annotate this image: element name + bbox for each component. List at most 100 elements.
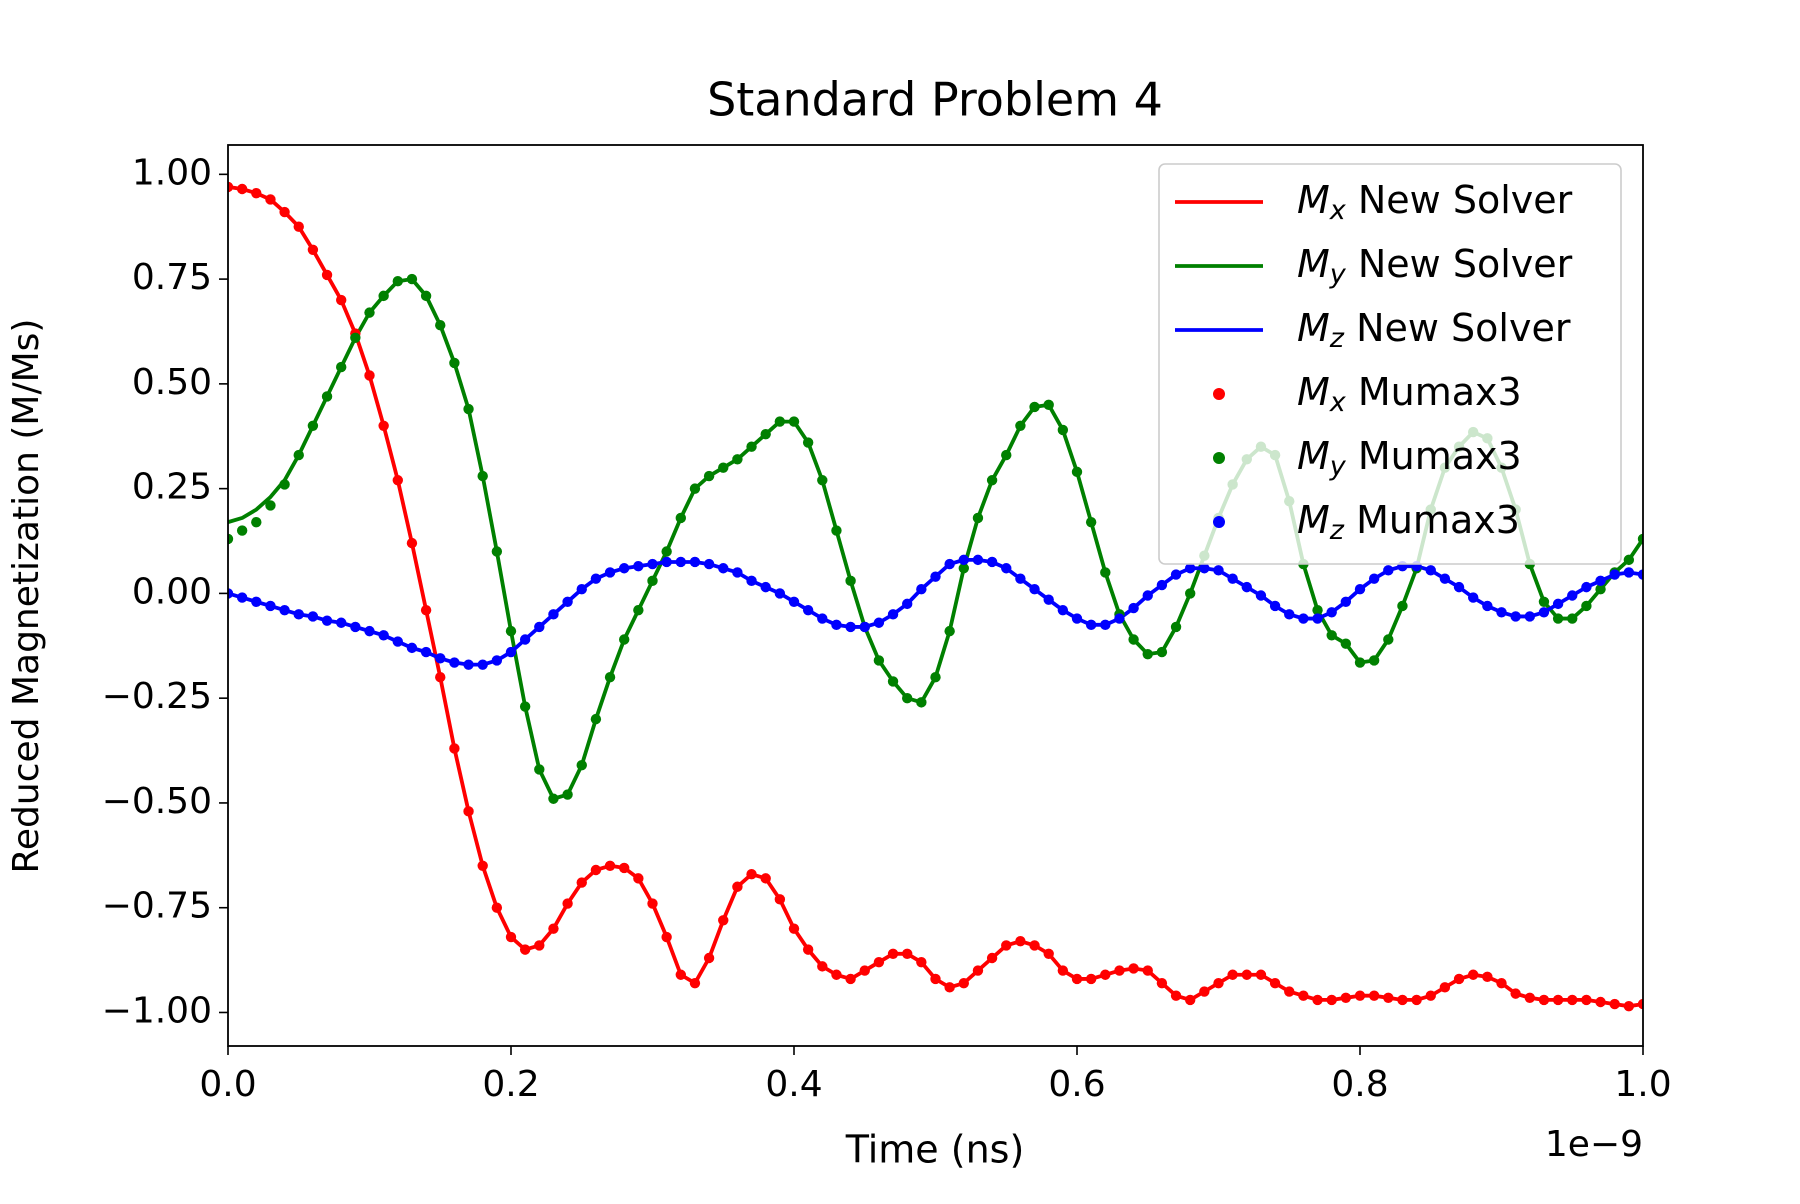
marker: [392, 636, 403, 647]
marker: [661, 931, 672, 943]
legend-label: Mz Mumax3: [1297, 498, 1520, 546]
marker: [449, 357, 460, 369]
marker: [534, 764, 545, 775]
marker: [1227, 573, 1238, 584]
marker: [1637, 533, 1643, 545]
marker: [1100, 969, 1111, 980]
marker: [887, 948, 899, 960]
marker: [1015, 936, 1026, 947]
marker: [307, 244, 319, 255]
marker: [661, 556, 672, 568]
marker: [1567, 590, 1578, 601]
marker: [718, 915, 729, 926]
marker: [279, 604, 290, 616]
marker: [293, 609, 304, 620]
marker: [449, 743, 460, 754]
marker: [1085, 973, 1097, 985]
marker: [420, 290, 432, 302]
marker: [1227, 969, 1238, 980]
legend-label: Mz New Solver: [1297, 306, 1571, 354]
marker: [1326, 994, 1337, 1006]
marker: [1312, 604, 1323, 616]
marker: [873, 956, 885, 968]
marker: [760, 873, 771, 884]
marker: [661, 546, 672, 557]
marker: [916, 956, 927, 968]
marker: [265, 194, 276, 205]
marker: [633, 604, 644, 616]
marker: [1185, 563, 1196, 574]
marker: [228, 588, 234, 599]
marker: [1284, 986, 1295, 997]
marker: [336, 294, 347, 306]
x-tick-label: 0.6: [1048, 1064, 1105, 1105]
marker: [1538, 596, 1550, 607]
marker: [1524, 992, 1536, 1004]
marker: [1001, 563, 1012, 574]
marker: [1623, 1000, 1635, 1012]
marker: [1128, 634, 1139, 645]
marker: [477, 860, 488, 871]
marker: [435, 320, 446, 331]
marker: [873, 617, 885, 628]
marker: [1623, 554, 1635, 566]
marker: [1383, 565, 1394, 576]
marker: [1142, 648, 1153, 660]
marker: [1156, 646, 1168, 658]
marker: [930, 973, 941, 985]
marker: [1071, 466, 1083, 478]
marker: [1114, 613, 1125, 624]
marker: [1510, 611, 1521, 622]
marker: [1453, 581, 1465, 593]
x-tick-label: 0.2: [482, 1064, 539, 1105]
marker: [972, 512, 984, 524]
marker: [944, 982, 955, 993]
marker: [1170, 569, 1182, 580]
marker: [689, 977, 701, 989]
marker: [1043, 399, 1054, 411]
marker: [1383, 634, 1394, 645]
marker: [477, 659, 488, 670]
marker: [1482, 600, 1493, 612]
marker: [420, 646, 432, 658]
marker: [463, 659, 474, 670]
y-tick-label: −0.50: [102, 781, 212, 822]
y-axis-label: Reduced Magnetization (M/Ms): [6, 319, 47, 874]
marker: [718, 563, 729, 574]
marker: [859, 965, 870, 976]
y-tick-label: −0.25: [102, 676, 212, 717]
marker: [1468, 592, 1479, 603]
marker: [350, 621, 361, 633]
marker: [1368, 990, 1380, 1001]
marker: [279, 479, 290, 490]
marker: [236, 525, 248, 536]
x-tick-label: 0.8: [1331, 1064, 1388, 1105]
marker: [619, 563, 630, 574]
marker: [1552, 613, 1564, 624]
marker: [732, 567, 743, 578]
marker: [1609, 998, 1620, 1010]
marker: [265, 500, 276, 511]
marker: [378, 290, 389, 302]
marker: [321, 615, 333, 626]
marker: [279, 206, 290, 218]
marker: [972, 965, 984, 976]
marker: [1114, 965, 1125, 976]
marker: [1397, 994, 1408, 1006]
marker: [1468, 969, 1479, 980]
marker: [548, 923, 559, 934]
y-tick-label: −1.00: [102, 990, 212, 1031]
marker: [534, 940, 545, 951]
marker: [689, 556, 701, 568]
marker: [1128, 963, 1139, 974]
marker: [321, 269, 333, 281]
marker: [1185, 994, 1196, 1006]
marker: [1609, 569, 1620, 580]
marker: [675, 512, 686, 524]
marker: [1340, 638, 1352, 649]
marker: [307, 611, 319, 622]
marker: [1199, 986, 1210, 997]
marker: [590, 864, 602, 876]
marker: [986, 475, 998, 486]
